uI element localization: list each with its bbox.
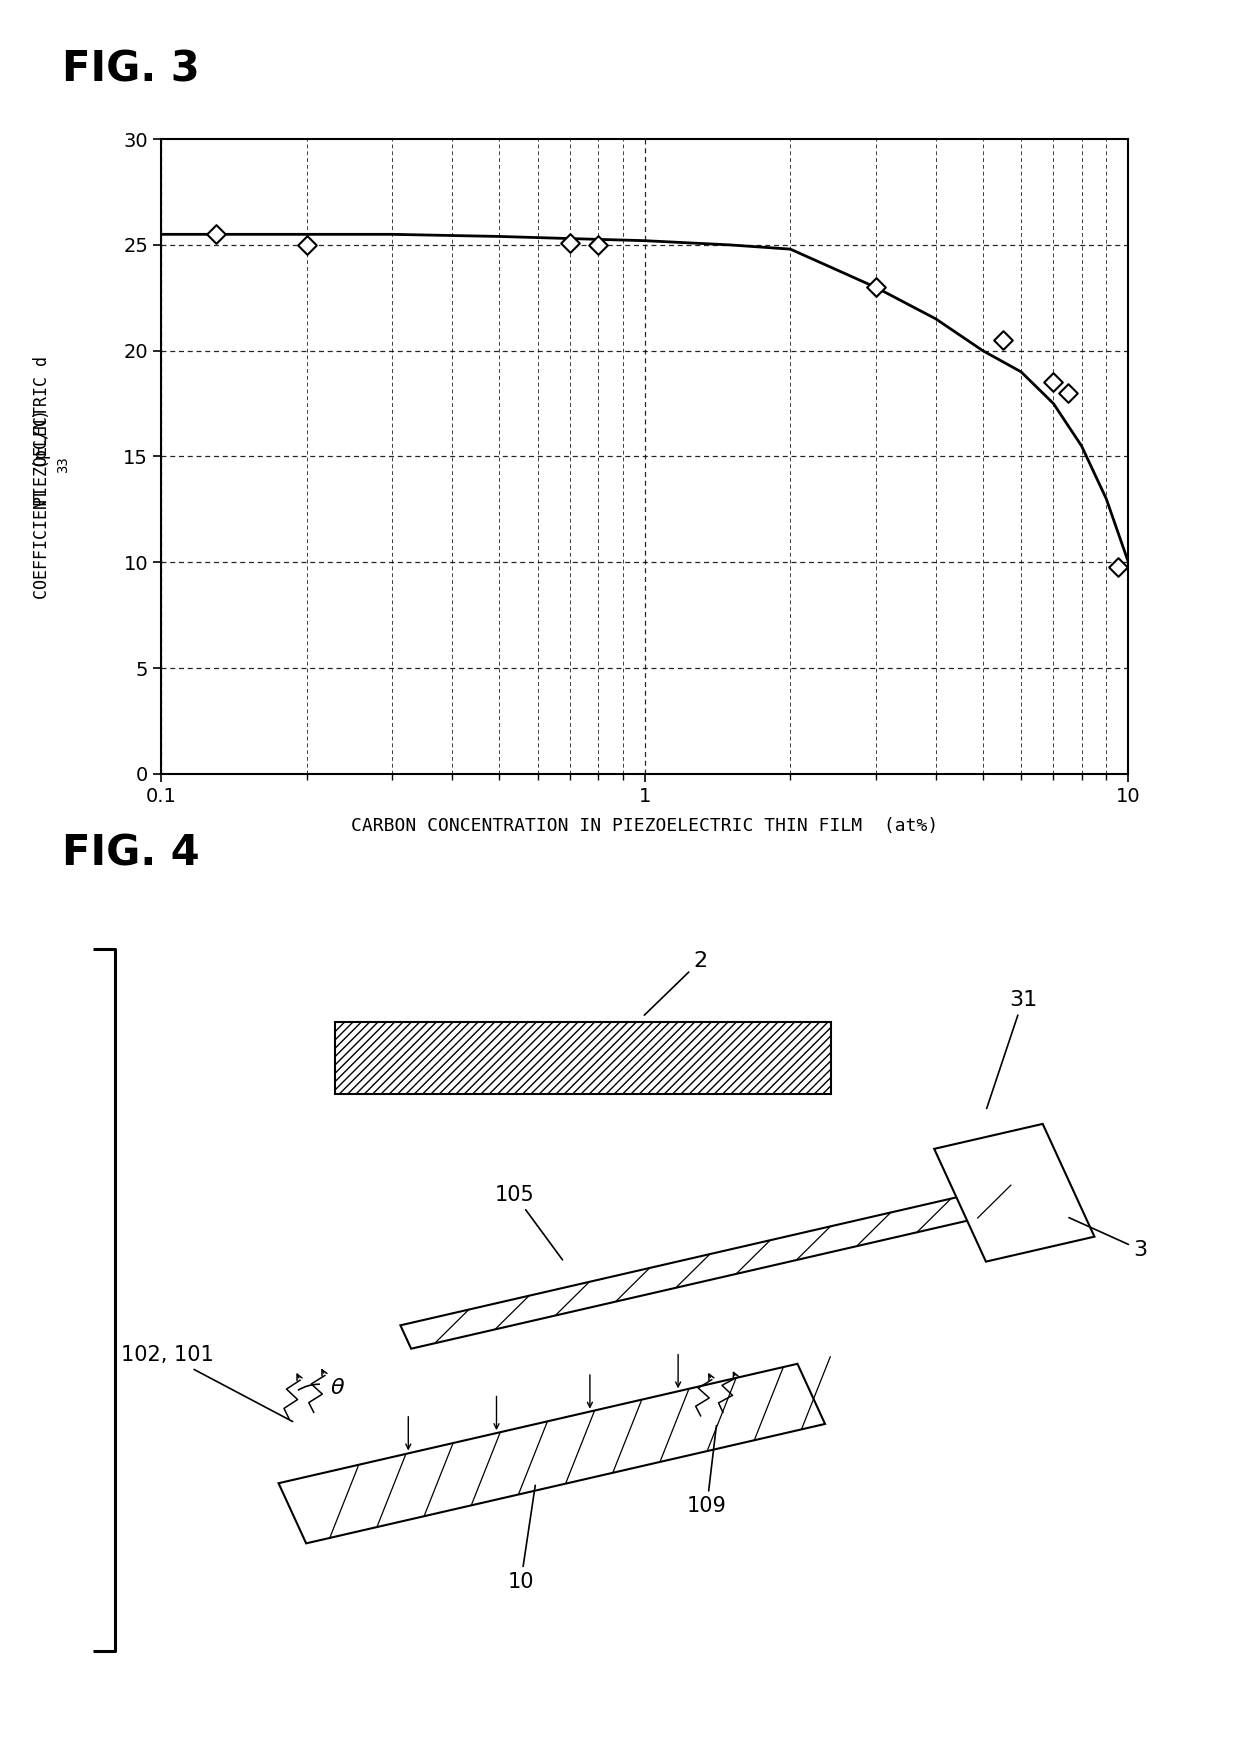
Text: COEFFICIENT  (pC/N): COEFFICIENT (pC/N) xyxy=(33,409,51,600)
Text: 105: 105 xyxy=(495,1184,563,1259)
Polygon shape xyxy=(401,1189,1001,1349)
Text: 2: 2 xyxy=(645,951,708,1016)
Point xyxy=(1107,553,1127,581)
Text: FIG. 4: FIG. 4 xyxy=(62,833,200,875)
Text: $\theta$: $\theta$ xyxy=(330,1377,345,1398)
Text: 3: 3 xyxy=(1069,1217,1148,1261)
Text: 10: 10 xyxy=(507,1485,536,1591)
Text: 33: 33 xyxy=(56,456,71,473)
Bar xyxy=(335,1021,831,1094)
Point xyxy=(1044,369,1064,396)
Text: 31: 31 xyxy=(987,989,1037,1108)
Text: FIG. 3: FIG. 3 xyxy=(62,49,200,90)
Text: 102, 101: 102, 101 xyxy=(122,1346,293,1421)
Point xyxy=(866,273,885,301)
Point xyxy=(1058,379,1078,407)
Point xyxy=(993,327,1013,355)
Point xyxy=(560,230,580,257)
Point xyxy=(296,231,316,259)
Polygon shape xyxy=(279,1363,825,1542)
X-axis label: CARBON CONCENTRATION IN PIEZOELECTRIC THIN FILM  (at%): CARBON CONCENTRATION IN PIEZOELECTRIC TH… xyxy=(351,817,939,835)
Point xyxy=(588,231,608,259)
Point xyxy=(206,221,226,249)
Text: PIEZOELECTRIC d: PIEZOELECTRIC d xyxy=(33,356,51,506)
Polygon shape xyxy=(934,1123,1095,1261)
Text: 109: 109 xyxy=(687,1426,727,1516)
